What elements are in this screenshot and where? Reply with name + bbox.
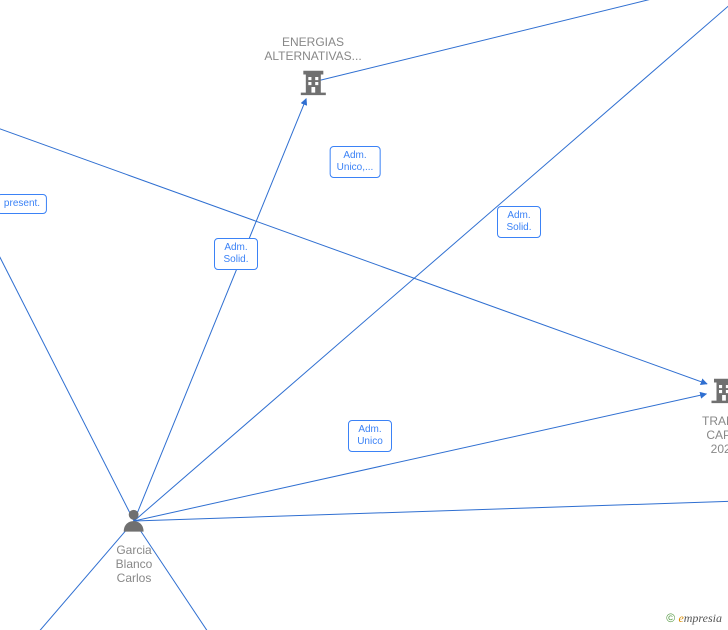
edge [134,394,706,521]
edges-layer [0,0,728,630]
edge-label[interactable]: Adm. Unico,... [330,146,381,178]
network-diagram: ENERGIAS ALTERNATIVAS... TRANSI CAPIT 202… [0,0,728,630]
node-label: TRANSI CAPIT 2022 [702,414,728,456]
copyright-symbol: © [666,611,675,625]
node-transi[interactable]: TRANSI CAPIT 2022 [702,375,728,456]
node-label: ENERGIAS ALTERNATIVAS... [264,35,361,63]
building-icon [298,67,328,102]
building-icon [709,375,728,410]
edge-label[interactable]: Adm. Unico [348,420,392,452]
edge [0,100,134,521]
edge-label[interactable]: Adm. Solid. [497,206,541,238]
node-label: Garcia Blanco Carlos [116,543,153,585]
node-garcia[interactable]: Garcia Blanco Carlos [116,506,153,585]
edge [0,521,134,630]
brand-rest: mpresia [684,611,722,625]
edge-label[interactable]: Adm. Solid. [214,238,258,270]
node-energias[interactable]: ENERGIAS ALTERNATIVAS... [264,35,361,102]
branding-watermark: © empresia [666,611,722,626]
edge [313,0,728,82]
edge [134,521,300,630]
edge [134,99,306,521]
edge [134,500,728,521]
person-icon [120,506,148,539]
edge-label[interactable]: present. [0,194,47,214]
edge [0,100,707,384]
